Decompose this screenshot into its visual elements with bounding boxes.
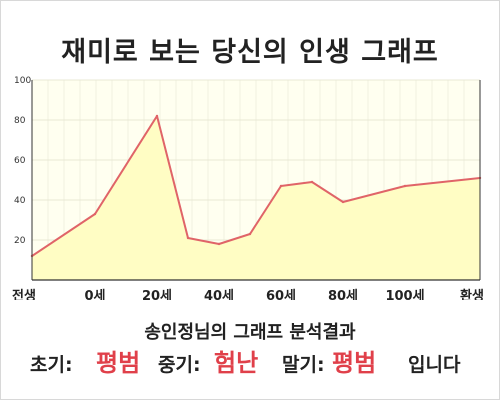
data-point bbox=[217, 242, 221, 246]
data-point bbox=[93, 212, 97, 216]
series-area bbox=[32, 116, 480, 280]
y-tick-label: 60 bbox=[14, 156, 26, 166]
analysis-subtitle: 송인정님의 그래프 분석결과 bbox=[144, 322, 356, 343]
data-point bbox=[186, 236, 190, 240]
x-tick-label: 0세 bbox=[84, 289, 105, 300]
early-value: 평범 bbox=[96, 349, 141, 377]
data-point bbox=[310, 180, 314, 184]
x-tick-label: 60세 bbox=[266, 289, 296, 300]
data-point bbox=[155, 114, 159, 118]
y-tick-label: 40 bbox=[14, 196, 26, 206]
x-tick-label: 100세 bbox=[385, 289, 424, 300]
middle-value: 험난 bbox=[214, 349, 259, 377]
data-point bbox=[248, 232, 252, 236]
life-graph-chart: 20 40 60 80 100 전생 0세 20세 40세 60세 80세 100세 환생 bbox=[12, 76, 484, 300]
x-tick-label: 환생 bbox=[460, 288, 484, 300]
x-tick-label: 40세 bbox=[204, 289, 234, 300]
result-suffix: 입니다 bbox=[408, 354, 461, 376]
data-point bbox=[279, 184, 283, 188]
analysis-result: 초기: 평범 중기: 험난 말기: 평범 입니다 bbox=[30, 344, 490, 380]
data-point bbox=[403, 184, 407, 188]
middle-label: 중기: bbox=[158, 354, 201, 376]
y-tick-label: 100 bbox=[14, 76, 31, 86]
y-tick-label: 80 bbox=[14, 116, 26, 126]
late-label: 말기: bbox=[282, 354, 325, 376]
x-tick-label: 80세 bbox=[328, 289, 358, 300]
late-value: 평범 bbox=[332, 349, 377, 377]
y-tick-label: 20 bbox=[14, 236, 26, 246]
chart-title: 재미로 보는 당신의 인생 그래프 bbox=[61, 37, 439, 68]
early-label: 초기: bbox=[30, 354, 73, 376]
x-tick-label: 20세 bbox=[142, 289, 172, 300]
data-point bbox=[341, 200, 345, 204]
x-tick-label: 전생 bbox=[12, 288, 36, 300]
